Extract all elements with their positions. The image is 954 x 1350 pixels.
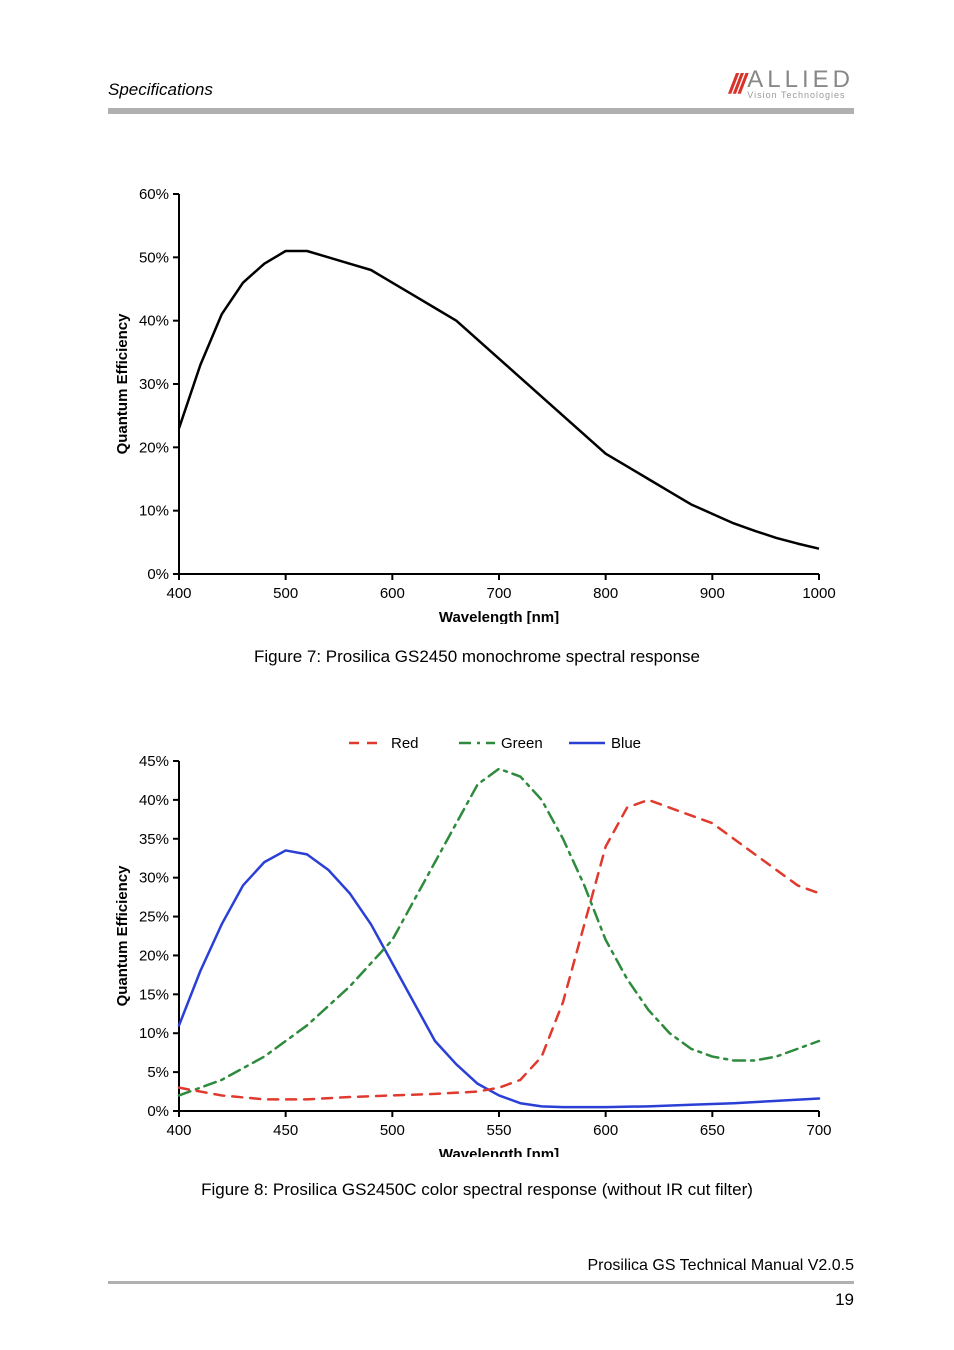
svg-text:550: 550: [486, 1122, 511, 1139]
svg-text:20%: 20%: [139, 947, 169, 964]
svg-text:Quantum Efficiency: Quantum Efficiency: [114, 313, 131, 455]
svg-text:Red: Red: [391, 735, 419, 752]
svg-text:5%: 5%: [147, 1064, 169, 1081]
page-footer: Prosilica GS Technical Manual V2.0.5 19: [108, 1257, 854, 1310]
figure-7-caption: Figure 7: Prosilica GS2450 monochrome sp…: [107, 647, 847, 667]
svg-text:10%: 10%: [139, 1025, 169, 1042]
svg-text:500: 500: [380, 1122, 405, 1139]
chart-monochrome: 0% 10% 20% 30% 40% 50% 60% 400 500 600 700 800 900 10…: [107, 184, 847, 624]
svg-text:30%: 30%: [139, 870, 169, 887]
brand-logo: /// ALLIED Vision Technologies: [729, 68, 854, 100]
svg-text:1000: 1000: [802, 585, 835, 602]
logo-main-text: ALLIED: [747, 69, 854, 91]
svg-text:650: 650: [700, 1122, 725, 1139]
svg-text:800: 800: [593, 585, 618, 602]
svg-text:50%: 50%: [139, 249, 169, 266]
svg-text:700: 700: [806, 1122, 831, 1139]
svg-text:700: 700: [486, 585, 511, 602]
svg-text:Green: Green: [501, 735, 543, 752]
svg-text:25%: 25%: [139, 909, 169, 926]
svg-text:Wavelength [nm]: Wavelength [nm]: [439, 609, 559, 624]
svg-text:400: 400: [166, 1122, 191, 1139]
svg-text:45%: 45%: [139, 753, 169, 770]
svg-text:Wavelength [nm]: Wavelength [nm]: [439, 1146, 559, 1157]
manual-version: Prosilica GS Technical Manual V2.0.5: [108, 1257, 854, 1275]
chart-color: 0% 5% 10% 15% 20% 25% 30% 35% 40% 45% 400 450 500 550…: [107, 727, 847, 1157]
section-title: Specifications: [108, 80, 213, 100]
svg-text:40%: 40%: [139, 792, 169, 809]
svg-text:600: 600: [593, 1122, 618, 1139]
svg-text:30%: 30%: [139, 376, 169, 393]
svg-text:60%: 60%: [139, 186, 169, 203]
svg-text:35%: 35%: [139, 831, 169, 848]
header-divider: [108, 108, 854, 114]
figure-7: 0% 10% 20% 30% 40% 50% 60% 400 500 600 700 800 900 10…: [107, 184, 847, 667]
svg-text:0%: 0%: [147, 566, 169, 583]
svg-text:Blue: Blue: [611, 735, 641, 752]
svg-text:450: 450: [273, 1122, 298, 1139]
svg-text:0%: 0%: [147, 1103, 169, 1120]
svg-text:20%: 20%: [139, 439, 169, 456]
page-number: 19: [108, 1290, 854, 1310]
svg-text:10%: 10%: [139, 503, 169, 520]
logo-slashes-icon: ///: [729, 68, 743, 100]
logo-sub-text: Vision Technologies: [747, 91, 854, 99]
svg-text:500: 500: [273, 585, 298, 602]
figure-8-caption: Figure 8: Prosilica GS2450C color spectr…: [107, 1180, 847, 1200]
svg-text:Quantum Efficiency: Quantum Efficiency: [114, 865, 131, 1007]
svg-text:900: 900: [700, 585, 725, 602]
footer-divider: [108, 1281, 854, 1284]
svg-text:600: 600: [380, 585, 405, 602]
svg-text:15%: 15%: [139, 986, 169, 1003]
figure-8: 0% 5% 10% 15% 20% 25% 30% 35% 40% 45% 400 450 500 550…: [107, 727, 847, 1200]
page-header: Specifications /// ALLIED Vision Technol…: [0, 0, 954, 108]
svg-text:400: 400: [166, 585, 191, 602]
svg-text:40%: 40%: [139, 313, 169, 330]
